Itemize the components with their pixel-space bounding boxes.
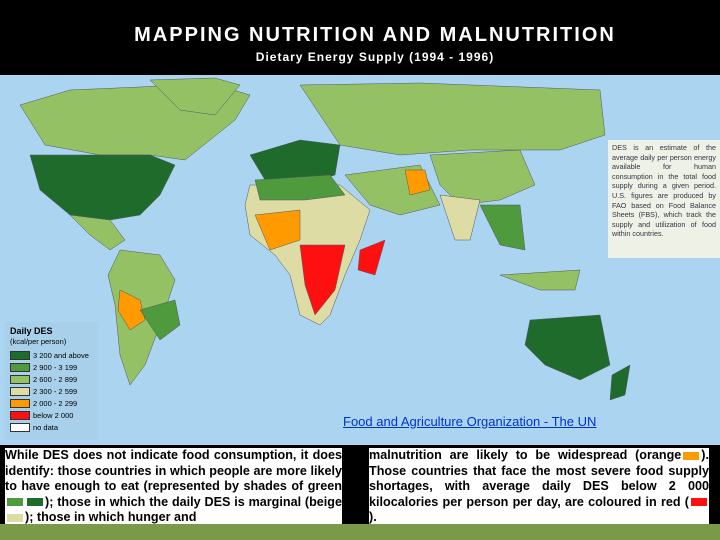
legend-label: below 2 000 [33, 410, 74, 420]
footer-strip [0, 524, 720, 540]
legend-label: 2 600 - 2 899 [33, 374, 78, 384]
caption-text: ); those in which hunger and [25, 510, 197, 524]
caption-text: ). Those countries that face the most se… [369, 448, 709, 509]
swatch [7, 498, 23, 507]
source-link[interactable]: Food and Agriculture Organization - The … [343, 414, 597, 429]
legend-item: 2 600 - 2 899 [10, 373, 98, 385]
legend-swatch [10, 350, 30, 360]
legend-swatch [10, 362, 30, 372]
legend-label: no data [33, 422, 59, 432]
caption-text: ); those in which the daily DES is margi… [45, 494, 342, 509]
title: MAPPING NUTRITION AND MALNUTRITION [134, 24, 616, 46]
legend-swatch [10, 398, 30, 408]
legend-title: Daily DES [10, 326, 53, 336]
swatch [7, 513, 23, 522]
legend-item: no data [10, 421, 98, 433]
info-box: DES is an estimate of the average daily … [608, 140, 720, 258]
legend-label: 2 000 - 2 299 [33, 398, 78, 408]
swatch [27, 498, 43, 507]
subtitle: Dietary Energy Supply (1994 - 1996) [255, 50, 495, 64]
swatch [691, 498, 707, 507]
legend-swatch [10, 422, 30, 432]
legend-label: 3 200 and above [33, 350, 89, 360]
caption-right: malnutrition are likely to be widespread… [369, 448, 709, 526]
legend-item: below 2 000 [10, 409, 98, 421]
legend: Daily DES (kcal/per person) 3 200 and ab… [5, 322, 98, 440]
caption-text: ). [369, 510, 377, 524]
legend-swatch [10, 374, 30, 384]
header: MAPPING NUTRITION AND MALNUTRITION Dieta… [0, 0, 720, 75]
legend-label: 2 900 - 3 199 [33, 362, 78, 372]
legend-unit: (kcal/per person) [10, 337, 67, 346]
legend-items: 3 200 and above 2 900 - 3 199 2 600 - 2 89… [5, 349, 98, 433]
legend-item: 2 900 - 3 199 [10, 361, 98, 373]
legend-item: 2 000 - 2 299 [10, 397, 98, 409]
legend-item: 2 300 - 2 599 [10, 385, 98, 397]
world-map [0, 75, 720, 445]
legend-label: 2 300 - 2 599 [33, 386, 78, 396]
swatch [683, 451, 700, 460]
legend-item: 3 200 and above [10, 349, 98, 361]
caption-left: While DES does not indicate food consump… [5, 448, 342, 526]
legend-swatch [10, 386, 30, 396]
caption-text: malnutrition are likely to be widespread… [369, 448, 682, 462]
legend-swatch [10, 410, 30, 420]
caption-text: While DES does not indicate food consump… [5, 448, 342, 493]
